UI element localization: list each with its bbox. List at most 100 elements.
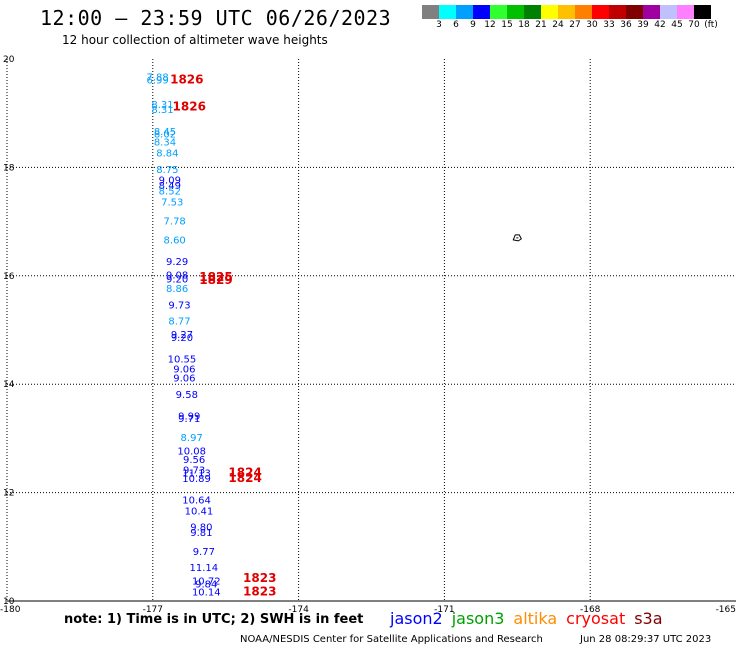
wave-height-label: 9.99 (178, 411, 200, 422)
x-tick-label: -168 (580, 605, 601, 615)
satellite-name: jason3 (451, 609, 505, 628)
satellite-name: jason2 (390, 609, 443, 628)
legend-label: 3 (436, 20, 442, 30)
wave-height-label: 10.72 (192, 577, 221, 588)
wave-height-label: 10.14 (192, 588, 221, 599)
wave-height-label: 9.81 (190, 528, 212, 539)
x-tick-label: -180 (0, 605, 21, 615)
wave-height-label: 8.75 (156, 165, 178, 176)
x-tick-label: -171 (434, 605, 454, 615)
wave-height-label: 9.09 (159, 176, 181, 187)
legend-swatch (456, 5, 473, 19)
wave-height-label: 9.56 (183, 455, 205, 466)
wave-height-label: 8.31 (151, 105, 173, 116)
y-tick-label: 10 (3, 597, 15, 607)
island-shape (512, 234, 522, 242)
time-label: 1825 (199, 270, 232, 284)
legend-swatch (422, 5, 439, 19)
wave-height-label: 7.88 (147, 73, 169, 84)
legend-label: 45 (671, 20, 683, 30)
wave-height-label: 8.86 (166, 284, 188, 295)
wave-height-label: 10.89 (182, 474, 211, 485)
legend-label: 33 (603, 20, 615, 30)
wave-height-label: 7.53 (161, 197, 183, 208)
legend-swatch (558, 5, 575, 19)
legend-labels: 3 6 9 12 15 18 21 24 27 30 33 36 39 42 45 70 (ft) (422, 19, 740, 33)
time-label: 1826 (173, 99, 206, 113)
note-text: note: 1) Time is in UTC; 2) SWH is in fe… (64, 612, 364, 627)
legend-swatch (507, 5, 524, 19)
wave-height-label: 9.80 (190, 523, 212, 534)
page-subtitle: 12 hour collection of altimeter wave hei… (62, 33, 328, 47)
wave-observations: 7.886.99 8.318.31 8.458.028.348.84 8.759.09… (147, 73, 221, 599)
wave-height-label: 9.29 (166, 257, 188, 268)
wave-height-label: 8.52 (159, 187, 181, 198)
legend-swatch (677, 5, 694, 19)
legend-label: 36 (620, 20, 632, 30)
legend-swatch (490, 5, 507, 19)
legend-swatch (541, 5, 558, 19)
wave-height-label: 9.06 (173, 364, 195, 375)
legend-label: 39 (637, 20, 649, 30)
x-tick-label: -174 (288, 605, 309, 615)
wave-height-label: 8.77 (168, 317, 190, 328)
time-label: 1826 (170, 72, 203, 86)
legend-swatches (422, 5, 740, 19)
legend-label: (ft) (704, 20, 718, 30)
legend-swatch (660, 5, 677, 19)
y-tick-label: 12 (3, 489, 14, 499)
wave-height-label: 11.14 (190, 563, 219, 574)
x-tick-label: -165 (716, 605, 736, 615)
wave-height-label: 8.34 (154, 138, 176, 149)
wave-height-label: 9.20 (171, 333, 193, 344)
legend-label: 24 (552, 20, 564, 30)
wave-height-label: 8.49 (159, 181, 181, 192)
map-grid (6, 59, 736, 602)
legend-swatch (626, 5, 643, 19)
wave-height-label: 9.08 (166, 271, 188, 282)
time-label: 1829 (199, 273, 232, 287)
wave-height-label: 9.20 (166, 274, 188, 285)
legend-swatch (643, 5, 660, 19)
page-title: 12:00 — 23:59 UTC 06/26/2023 (40, 6, 392, 30)
island-outline (512, 234, 522, 242)
wave-height-label: 9.73 (183, 466, 205, 477)
satellite-name: altika (513, 609, 558, 628)
legend-label: 9 (470, 20, 476, 30)
wave-height-label: 9.27 (171, 330, 193, 341)
legend-label: 15 (501, 20, 513, 30)
legend-label: 70 (688, 20, 700, 30)
legend-label: 12 (484, 20, 496, 30)
x-tick-label: -177 (143, 605, 163, 615)
wave-height-label: 6.99 (147, 75, 169, 86)
wave-height-label: 9.58 (176, 390, 198, 401)
wave-height-label: 9.06 (173, 373, 195, 384)
satellite-name: cryosat (566, 609, 626, 628)
legend-swatch (575, 5, 592, 19)
wave-height-label: 10.64 (182, 495, 211, 506)
credit-text: NOAA/NESDIS Center for Satellite Applica… (240, 634, 543, 645)
wave-height-label: 11.13 (182, 468, 211, 479)
wave-height-label: 10.08 (177, 447, 206, 458)
wave-height-label: 10.55 (168, 355, 197, 366)
wave-height-label: 8.45 (154, 127, 176, 138)
wave-height-label: 9.84 (195, 579, 217, 590)
legend-label: 21 (535, 20, 547, 30)
y-tick-label: 16 (3, 272, 15, 282)
wave-height-label: 8.60 (164, 235, 186, 246)
legend-swatch (439, 5, 456, 19)
wave-height-label: 9.73 (168, 300, 190, 311)
wave-height-label: 8.97 (181, 433, 203, 444)
legend-label: 18 (518, 20, 530, 30)
time-label: 1823 (243, 571, 276, 585)
legend-swatch (609, 5, 626, 19)
y-tick-label: 14 (3, 380, 15, 390)
color-legend: 3 6 9 12 15 18 21 24 27 30 33 36 39 42 45 70 (ft) (422, 5, 740, 33)
legend-label: 30 (586, 20, 598, 30)
time-label: 1824 (228, 465, 261, 479)
legend-label: 6 (453, 20, 459, 30)
satellite-name: s3a (634, 609, 663, 628)
wave-height-label: 7.78 (164, 216, 186, 227)
legend-swatch (473, 5, 490, 19)
